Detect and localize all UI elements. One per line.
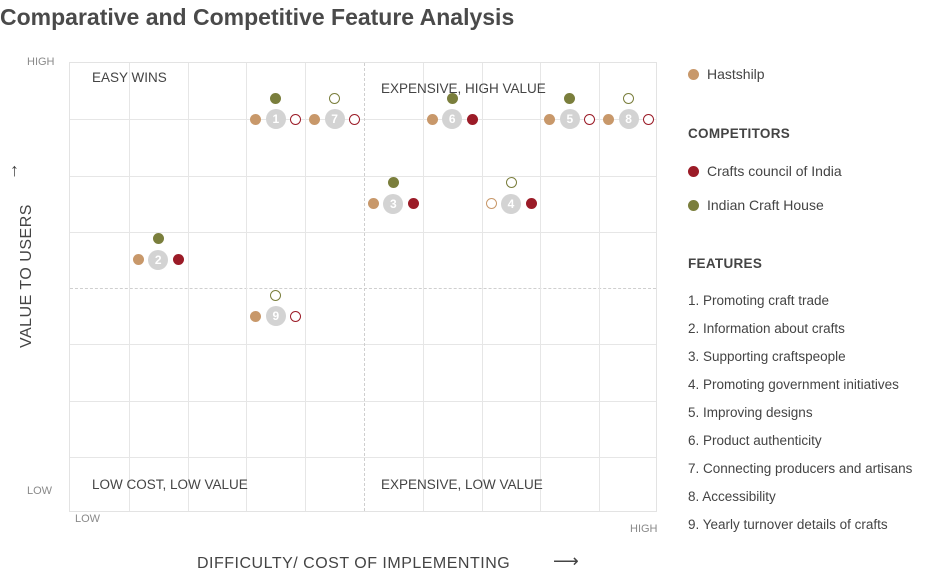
grid-line-horizontal bbox=[70, 456, 656, 458]
grid-line-horizontal bbox=[70, 119, 656, 121]
hastshilp-marker bbox=[250, 310, 262, 322]
crafts-council-marker bbox=[407, 198, 419, 210]
grid-line-vertical bbox=[481, 63, 483, 511]
feature-number-badge: 1 bbox=[265, 109, 286, 130]
grid-line-horizontal bbox=[70, 175, 656, 177]
plot-area: EASY WINS EXPENSIVE, HIGH VALUE LOW COST… bbox=[69, 62, 657, 512]
crafts-council-dot-icon bbox=[688, 166, 699, 177]
feature-item: 3. Supporting craftspeople bbox=[688, 349, 846, 364]
feature-item: 2. Information about crafts bbox=[688, 321, 845, 336]
feature-number-badge: 7 bbox=[324, 109, 345, 130]
quadrant-label-expensive-high-value: EXPENSIVE, HIGH VALUE bbox=[381, 81, 546, 96]
quadrant-divider-horizontal bbox=[70, 288, 656, 289]
x-axis-arrow-icon: ⟶ bbox=[553, 551, 579, 571]
feature-number-badge: 9 bbox=[265, 306, 286, 327]
indian-craft-house-marker bbox=[623, 92, 635, 104]
feature-number-badge: 6 bbox=[442, 109, 463, 130]
grid-line-vertical bbox=[187, 63, 189, 511]
quadrant-label-low-cost-low-value: LOW COST, LOW VALUE bbox=[92, 477, 248, 492]
indian-craft-house-marker bbox=[270, 289, 282, 301]
grid-line-horizontal bbox=[70, 400, 656, 402]
grid-line-vertical bbox=[305, 63, 307, 511]
indian-craft-house-dot-icon bbox=[688, 200, 699, 211]
hastshilp-marker bbox=[485, 198, 497, 210]
indian-craft-house-marker bbox=[270, 92, 282, 104]
hastshilp-marker bbox=[132, 254, 144, 266]
legend-item-hastshilp: Hastshilp bbox=[688, 66, 765, 82]
feature-item: 6. Product authenticity bbox=[688, 433, 822, 448]
feature-number-badge: 3 bbox=[383, 193, 404, 214]
grid-line-vertical bbox=[246, 63, 248, 511]
hastshilp-marker bbox=[250, 113, 262, 125]
indian-craft-house-marker bbox=[505, 177, 517, 189]
feature-item: 7. Connecting producers and artisans bbox=[688, 461, 913, 476]
indian-craft-house-marker bbox=[329, 92, 341, 104]
quadrant-label-expensive-low-value: EXPENSIVE, LOW VALUE bbox=[381, 477, 543, 492]
indian-craft-house-marker bbox=[152, 233, 164, 245]
feature-item: 5. Improving designs bbox=[688, 405, 813, 420]
feature-number-badge: 4 bbox=[501, 193, 521, 214]
grid-line-vertical bbox=[422, 63, 424, 511]
grid-line-vertical bbox=[128, 63, 130, 511]
grid-line-horizontal bbox=[70, 344, 656, 346]
indian-craft-house-marker bbox=[387, 177, 399, 189]
hastshilp-marker bbox=[367, 198, 379, 210]
y-axis-arrow-icon: ↑ bbox=[10, 160, 19, 180]
feature-item: 8. Accessibility bbox=[688, 489, 776, 504]
crafts-council-marker bbox=[290, 310, 302, 322]
crafts-council-marker bbox=[466, 113, 478, 125]
crafts-council-marker bbox=[172, 254, 184, 266]
feature-number-badge: 8 bbox=[618, 109, 639, 130]
crafts-council-marker bbox=[290, 113, 302, 125]
feature-number-badge: 5 bbox=[559, 109, 580, 130]
feature-item: 9. Yearly turnover details of crafts bbox=[688, 517, 888, 532]
legend-competitors-heading: COMPETITORS bbox=[688, 126, 791, 141]
legend-item-indian-craft-house: Indian Craft House bbox=[688, 197, 824, 213]
y-axis-label: VALUE TO USERS bbox=[18, 204, 35, 348]
crafts-council-marker bbox=[525, 198, 537, 210]
hastshilp-marker bbox=[309, 113, 321, 125]
grid-line-vertical bbox=[540, 63, 542, 511]
quadrant-divider-vertical bbox=[364, 63, 365, 511]
crafts-council-marker bbox=[584, 113, 596, 125]
hastshilp-dot-icon bbox=[688, 69, 699, 80]
legend-item-crafts-council: Crafts council of India bbox=[688, 163, 842, 179]
y-axis-low-label: LOW bbox=[27, 485, 53, 497]
quadrant-label-easy-wins: EASY WINS bbox=[92, 70, 167, 85]
chart-title: Comparative and Competitive Feature Anal… bbox=[0, 4, 515, 30]
indian-craft-house-marker bbox=[446, 92, 458, 104]
grid-line-horizontal bbox=[70, 231, 656, 233]
feature-number-badge: 2 bbox=[148, 249, 169, 270]
grid-line-vertical bbox=[599, 63, 601, 511]
crafts-council-marker bbox=[643, 113, 655, 125]
hastshilp-marker bbox=[544, 113, 556, 125]
indian-craft-house-marker bbox=[564, 92, 576, 104]
x-axis-low-label: LOW bbox=[75, 513, 101, 525]
y-axis-high-label: HIGH bbox=[27, 56, 55, 68]
legend-features-heading: FEATURES bbox=[688, 256, 763, 271]
feature-item: 1. Promoting craft trade bbox=[688, 293, 830, 308]
hastshilp-marker bbox=[603, 113, 615, 125]
hastshilp-marker bbox=[426, 113, 438, 125]
x-axis-label: DIFFICULTY/ COST OF IMPLEMENTING bbox=[197, 555, 511, 572]
x-axis-high-label: HIGH bbox=[630, 523, 658, 535]
crafts-council-marker bbox=[349, 113, 361, 125]
feature-item: 4. Promoting government initiatives bbox=[688, 377, 899, 392]
